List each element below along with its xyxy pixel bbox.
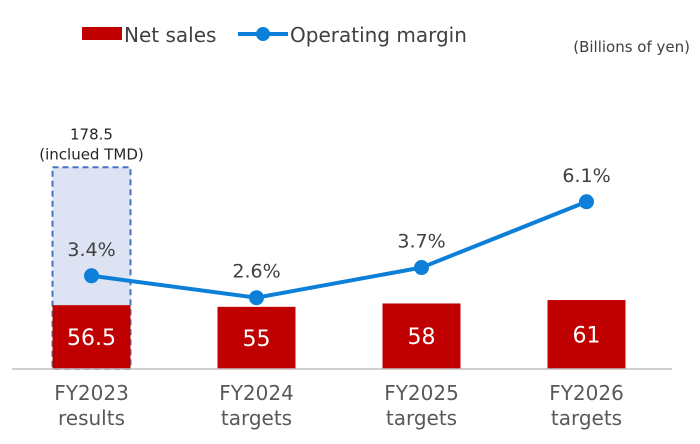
legend: Net sales Operating margin <box>82 23 467 47</box>
bar-net-sales <box>217 306 296 369</box>
x-tick-label: FY2023 <box>54 381 129 405</box>
operating-margin-label: 3.7% <box>397 231 445 253</box>
annotation-value: 178.5 <box>70 125 113 143</box>
operating-margin-point <box>414 260 429 276</box>
annotation-note: (inclued TMD) <box>39 145 143 163</box>
legend-label-net-sales: Net sales <box>124 23 216 47</box>
operating-margin-line <box>91 199 588 300</box>
bar-net-sales <box>547 300 626 369</box>
operating-margin-point <box>579 194 594 210</box>
x-tick-label: results <box>58 406 125 430</box>
x-tick-label: FY2026 <box>549 381 624 405</box>
bar-value-label: 58 <box>408 325 436 350</box>
x-tick-label: targets <box>551 406 622 430</box>
operating-margin-label: 2.6% <box>232 261 280 283</box>
operating-margin-label: 6.1% <box>562 165 610 187</box>
legend-marker-operating-margin <box>256 27 270 41</box>
legend-label-operating-margin: Operating margin <box>290 23 467 47</box>
bar-net-sales <box>52 305 131 369</box>
bar-value-label: 56.5 <box>67 326 116 351</box>
bar-value-label: 61 <box>573 324 601 349</box>
operating-margin-point <box>249 290 264 306</box>
line-series-operating-margin: 3.4% 2.6% 3.7% 6.1% <box>67 165 611 306</box>
bar-value-label: 55 <box>243 327 271 352</box>
x-tick-label: FY2024 <box>219 381 294 405</box>
bar-series-net-sales: 56.5 55 58 61 <box>52 300 626 369</box>
operating-margin-point <box>84 268 99 284</box>
bar-net-sales <box>382 303 461 369</box>
unit-label: (Billions of yen) <box>573 38 690 56</box>
operating-margin-label: 3.4% <box>67 239 115 261</box>
x-tick-label: FY2025 <box>384 381 459 405</box>
x-tick-label: targets <box>386 406 457 430</box>
x-tick-label: targets <box>221 406 292 430</box>
x-axis-labels: FY2023resultsFY2024targetsFY2025targetsF… <box>54 381 624 430</box>
legend-swatch-net-sales <box>82 27 122 40</box>
